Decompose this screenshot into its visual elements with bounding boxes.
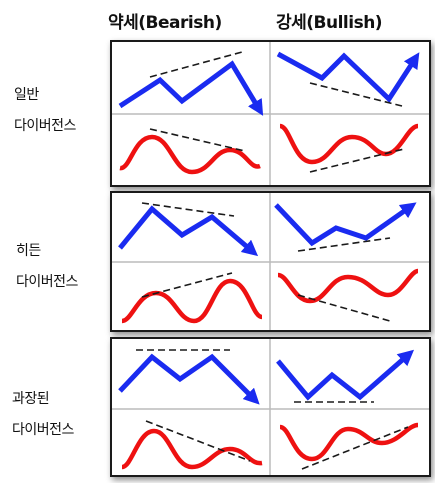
exaggerated-divergence-label-line1: 과장된 [12,391,50,407]
bearish-price-line [118,60,264,116]
bearish-price-trendline [141,202,235,217]
exaggerated-divergence-label-line2: 다이버전스 [12,422,74,438]
bearish-indicator-trendline [149,128,246,152]
bullish-indicator-curve [279,422,419,462]
bullish-column-header: 강세(Bullish) [276,13,383,33]
regular-divergence-diagram [112,42,429,185]
exaggerated-divergence-panel [110,337,431,477]
hidden-divergence-label-line1: 히든 [16,243,41,259]
regular-divergence-label-line1: 일반 [14,87,39,103]
bullish-indicator-trendline [309,148,405,173]
bearish-column-header: 약세(Bearish) [108,13,222,33]
bearish-price-trendline [149,51,243,78]
exaggerated-divergence-diagram [112,339,429,475]
hidden-divergence-panel [110,191,431,332]
bullish-price-line [276,51,420,103]
bullish-indicator-curve [279,123,419,165]
bearish-price-line [118,205,259,257]
hidden-divergence-label-line2: 다이버전스 [16,274,78,290]
regular-divergence-panel [110,40,431,187]
bearish-indicator-trendline [145,420,251,462]
bullish-price-trendline [297,237,391,252]
hidden-divergence-label: 히든 다이버전스 [16,236,78,298]
exaggerated-divergence-label: 과장된 다이버전스 [12,384,74,446]
bearish-indicator-trendline [141,272,233,298]
bullish-price-trendline [309,82,403,107]
regular-divergence-label-line2: 다이버전스 [14,118,76,134]
bearish-indicator-curve [121,428,263,470]
bearish-price-line [118,353,260,405]
bullish-indicator-trendline [297,294,391,322]
regular-divergence-label: 일반 다이버전스 [14,80,76,142]
bearish-indicator-curve [121,278,263,324]
bullish-price-line [274,202,417,247]
bullish-price-line [276,349,415,401]
bullish-indicator-trendline [301,426,409,470]
bullish-indicator-curve [277,268,419,304]
hidden-divergence-diagram [112,193,429,330]
bearish-indicator-curve [119,134,261,175]
